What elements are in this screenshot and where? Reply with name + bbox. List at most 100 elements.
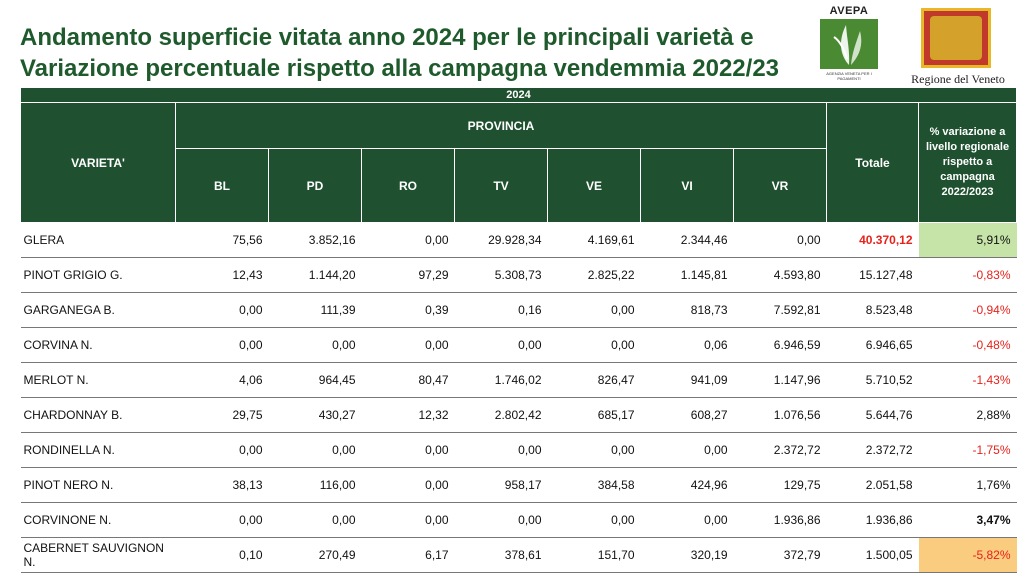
value-vr: 1.076,56 (733, 397, 827, 433)
value-vr: 129,75 (733, 467, 827, 503)
value-tv: 5.308,73 (454, 257, 548, 293)
value-ro: 6,17 (361, 537, 455, 573)
value-bl: 0,00 (175, 292, 269, 328)
value-ro: 0,00 (361, 222, 455, 258)
value-ro: 80,47 (361, 362, 455, 398)
province-ve-header: VE (547, 148, 641, 223)
value-vr: 6.946,59 (733, 327, 827, 363)
variety-name: CORVINA N. (20, 327, 176, 363)
total-value: 5.644,76 (826, 397, 919, 433)
value-ve: 151,70 (547, 537, 641, 573)
vineyard-area-table: 2024 VARIETA' PROVINCIA Totale % variazi… (19, 87, 1018, 573)
value-tv: 29.928,34 (454, 222, 548, 258)
pct-value: -0,48% (918, 327, 1017, 363)
pct-value: -1,43% (918, 362, 1017, 398)
value-pd: 111,39 (268, 292, 362, 328)
total-value: 40.370,12 (826, 222, 919, 258)
value-bl: 0,00 (175, 327, 269, 363)
table-row: PINOT NERO N. 38,13 116,00 0,00 958,17 3… (20, 467, 1017, 503)
value-bl: 12,43 (175, 257, 269, 293)
variety-header: VARIETA' (20, 102, 176, 223)
table-row: CABERNET SAUVIGNON N. 0,10 270,49 6,17 3… (20, 537, 1017, 573)
avepa-logo-subtitle: AGENZIA VENETA PER I PAGAMENTI (826, 71, 872, 81)
pct-value: -0,83% (918, 257, 1017, 293)
value-bl: 4,06 (175, 362, 269, 398)
total-value: 2.372,72 (826, 432, 919, 468)
value-vr: 4.593,80 (733, 257, 827, 293)
value-ro: 0,00 (361, 502, 455, 538)
table-row: PINOT GRIGIO G. 12,43 1.144,20 97,29 5.3… (20, 257, 1017, 293)
title-line-1: Andamento superficie vitata anno 2024 pe… (20, 24, 754, 51)
table-row: GLERA 75,56 3.852,16 0,00 29.928,34 4.16… (20, 222, 1017, 258)
value-vi: 608,27 (640, 397, 734, 433)
variety-name: MERLOT N. (20, 362, 176, 398)
regione-veneto-logo: Regione del Veneto (897, 4, 1019, 86)
value-tv: 0,00 (454, 432, 548, 468)
pct-value: -1,75% (918, 432, 1017, 468)
value-bl: 0,10 (175, 537, 269, 573)
value-tv: 0,00 (454, 502, 548, 538)
value-bl: 38,13 (175, 467, 269, 503)
value-pd: 430,27 (268, 397, 362, 433)
value-ve: 0,00 (547, 327, 641, 363)
value-ro: 12,32 (361, 397, 455, 433)
total-value: 5.710,52 (826, 362, 919, 398)
value-tv: 0,00 (454, 327, 548, 363)
pct-value: -5,82% (918, 537, 1017, 573)
total-header: Totale (826, 102, 919, 223)
value-tv: 1.746,02 (454, 362, 548, 398)
value-bl: 29,75 (175, 397, 269, 433)
value-ro: 0,00 (361, 327, 455, 363)
value-ve: 384,58 (547, 467, 641, 503)
table-row: RONDINELLA N. 0,00 0,00 0,00 0,00 0,00 0… (20, 432, 1017, 468)
province-ro-header: RO (361, 148, 455, 223)
pct-variation-header: % variazione a livello regionale rispett… (917, 102, 1018, 223)
value-vr: 1.147,96 (733, 362, 827, 398)
value-pd: 0,00 (268, 502, 362, 538)
total-value: 1.500,05 (826, 537, 919, 573)
pct-value: -0,94% (918, 292, 1017, 328)
total-value: 15.127,48 (826, 257, 919, 293)
variety-name: GARGANEGA B. (20, 292, 176, 328)
variety-name: CABERNET SAUVIGNON N. (20, 537, 176, 573)
value-pd: 116,00 (268, 467, 362, 503)
variety-name: CORVINONE N. (20, 502, 176, 538)
value-tv: 0,16 (454, 292, 548, 328)
variety-name: PINOT NERO N. (20, 467, 176, 503)
value-pd: 0,00 (268, 432, 362, 468)
value-ve: 2.825,22 (547, 257, 641, 293)
total-value: 8.523,48 (826, 292, 919, 328)
variety-name: CHARDONNAY B. (20, 397, 176, 433)
total-value: 2.051,58 (826, 467, 919, 503)
lion-shield-icon (921, 8, 991, 68)
value-vr: 372,79 (733, 537, 827, 573)
province-bl-header: BL (175, 148, 269, 223)
province-tv-header: TV (454, 148, 548, 223)
pct-value: 1,76% (918, 467, 1017, 503)
table-row: CHARDONNAY B. 29,75 430,27 12,32 2.802,4… (20, 397, 1017, 433)
value-vi: 941,09 (640, 362, 734, 398)
table-row: GARGANEGA B. 0,00 111,39 0,39 0,16 0,00 … (20, 292, 1017, 328)
variety-name: PINOT GRIGIO G. (20, 257, 176, 293)
table-row: MERLOT N. 4,06 964,45 80,47 1.746,02 826… (20, 362, 1017, 398)
value-ro: 0,00 (361, 432, 455, 468)
total-value: 1.936,86 (826, 502, 919, 538)
value-pd: 3.852,16 (268, 222, 362, 258)
table-row: CORVINA N. 0,00 0,00 0,00 0,00 0,00 0,06… (20, 327, 1017, 363)
province-vr-header: VR (733, 148, 827, 223)
value-ve: 685,17 (547, 397, 641, 433)
value-vi: 2.344,46 (640, 222, 734, 258)
value-tv: 2.802,42 (454, 397, 548, 433)
value-pd: 0,00 (268, 327, 362, 363)
value-vr: 7.592,81 (733, 292, 827, 328)
value-ve: 0,00 (547, 292, 641, 328)
value-vi: 0,00 (640, 432, 734, 468)
value-ve: 4.169,61 (547, 222, 641, 258)
value-tv: 378,61 (454, 537, 548, 573)
table-row: CORVINONE N. 0,00 0,00 0,00 0,00 0,00 0,… (20, 502, 1017, 538)
value-vi: 0,06 (640, 327, 734, 363)
value-bl: 0,00 (175, 432, 269, 468)
avepa-logo-text: AVEPA (829, 5, 869, 17)
value-vr: 0,00 (733, 222, 827, 258)
title-line-2: Variazione percentuale rispetto alla cam… (20, 55, 780, 82)
